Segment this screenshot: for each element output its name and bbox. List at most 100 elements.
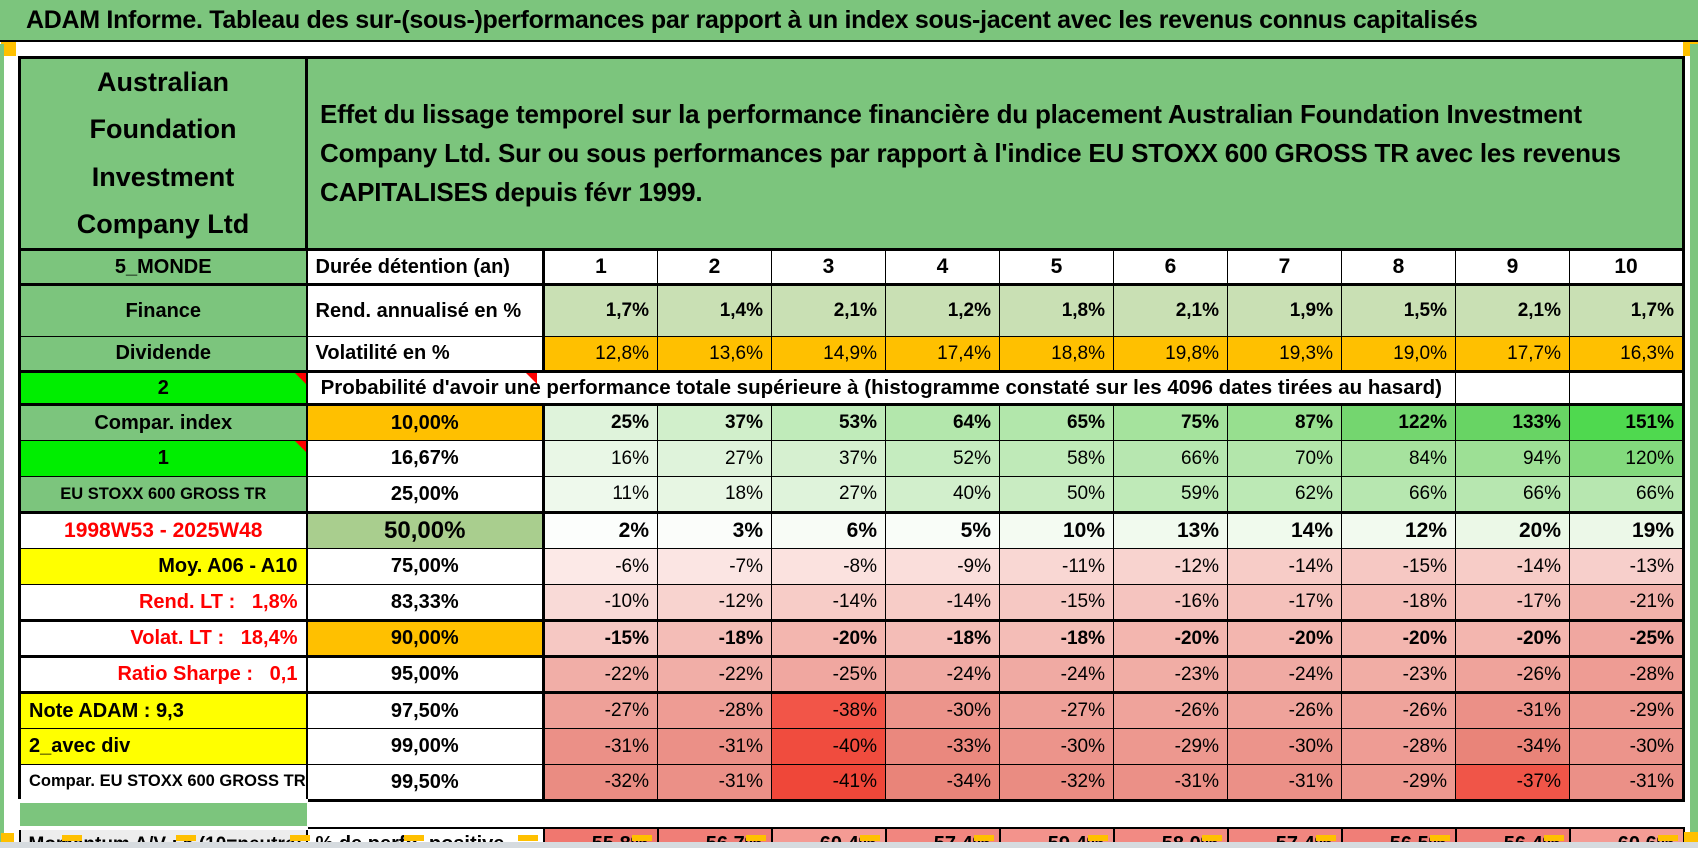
value-cell[interactable]: 66% (1341, 476, 1456, 514)
value-cell[interactable]: 27% (657, 440, 772, 477)
empty-cell[interactable] (1569, 371, 1685, 406)
value-cell[interactable]: -20% (771, 620, 886, 658)
value-cell[interactable]: 14% (1227, 512, 1342, 549)
value-cell[interactable]: -28% (1341, 728, 1456, 765)
value-cell[interactable]: 12,8% (543, 336, 658, 373)
value-cell[interactable]: -30% (1569, 728, 1685, 765)
value-cell[interactable]: 120% (1569, 440, 1685, 477)
value-cell[interactable]: 64% (885, 404, 1000, 441)
row-label-cell[interactable]: Rend. LT : 1,8% (18, 584, 308, 622)
value-cell[interactable]: -25% (771, 656, 886, 694)
value-cell[interactable]: -12% (1113, 548, 1228, 585)
value-cell[interactable]: 2,1% (771, 284, 886, 337)
value-cell[interactable]: 17,4% (885, 336, 1000, 373)
value-cell[interactable]: -32% (999, 764, 1114, 802)
row-label-cell[interactable]: 1 (18, 440, 308, 477)
value-cell[interactable]: 62% (1227, 476, 1342, 514)
value-cell[interactable]: 58% (999, 440, 1114, 477)
row-label-cell[interactable]: 5_MONDE (18, 249, 308, 286)
row-label-cell[interactable]: EU STOXX 600 GROSS TR (18, 476, 308, 514)
value-cell[interactable]: -31% (1455, 692, 1570, 729)
value-cell[interactable]: -17% (1455, 584, 1570, 622)
value-cell[interactable]: -14% (771, 584, 886, 622)
row-b-cell[interactable]: 99,00% (306, 728, 545, 765)
value-cell[interactable]: 1,8% (999, 284, 1114, 337)
value-cell[interactable]: -11% (999, 548, 1114, 585)
value-cell[interactable]: 1,2% (885, 284, 1000, 337)
value-cell[interactable]: 70% (1227, 440, 1342, 477)
value-cell[interactable]: 25% (543, 404, 658, 441)
value-cell[interactable]: 10% (999, 512, 1114, 549)
value-cell[interactable]: -6% (543, 548, 658, 585)
value-cell[interactable]: 12% (1341, 512, 1456, 549)
value-cell[interactable]: 65% (999, 404, 1114, 441)
value-cell[interactable]: 19,3% (1227, 336, 1342, 373)
value-cell[interactable]: -31% (657, 728, 772, 765)
value-cell[interactable]: -31% (1227, 764, 1342, 802)
row-label-cell[interactable]: Note ADAM : 9,3 (18, 692, 308, 729)
value-cell[interactable]: -31% (1113, 764, 1228, 802)
value-cell[interactable]: 13,6% (657, 336, 772, 373)
value-cell[interactable]: 19,8% (1113, 336, 1228, 373)
value-cell[interactable]: -28% (657, 692, 772, 729)
value-cell[interactable]: 1,7% (543, 284, 658, 337)
value-cell[interactable]: -22% (657, 656, 772, 694)
row-label-cell[interactable]: Moy. A06 - A10 (18, 548, 308, 585)
value-cell[interactable]: 7 (1227, 249, 1342, 286)
value-cell[interactable]: -24% (1227, 656, 1342, 694)
value-cell[interactable]: -13% (1569, 548, 1685, 585)
value-cell[interactable]: -10% (543, 584, 658, 622)
value-cell[interactable]: -8% (771, 548, 886, 585)
description-cell[interactable]: Effet du lissage temporel sur la perform… (305, 56, 1685, 251)
value-cell[interactable]: 50% (999, 476, 1114, 514)
value-cell[interactable]: 1,7% (1569, 284, 1685, 337)
value-cell[interactable]: -27% (999, 692, 1114, 729)
value-cell[interactable]: -23% (1113, 656, 1228, 694)
row-label-cell[interactable]: Compar. EU STOXX 600 GROSS TR (18, 764, 308, 802)
value-cell[interactable]: -29% (1113, 728, 1228, 765)
value-cell[interactable]: 122% (1341, 404, 1456, 441)
value-cell[interactable]: -31% (1569, 764, 1685, 802)
row-b-cell[interactable]: 90,00% (306, 620, 545, 658)
row-b-cell[interactable]: 95,00% (306, 656, 545, 694)
value-cell[interactable]: 40% (885, 476, 1000, 514)
value-cell[interactable]: -20% (1341, 620, 1456, 658)
value-cell[interactable]: 14,9% (771, 336, 886, 373)
value-cell[interactable]: 59% (1113, 476, 1228, 514)
row-label-cell[interactable]: Compar. index (18, 404, 308, 441)
value-cell[interactable]: 133% (1455, 404, 1570, 441)
value-cell[interactable]: -15% (1341, 548, 1456, 585)
value-cell[interactable]: 2,1% (1455, 284, 1570, 337)
row-b-cell[interactable]: Rend. annualisé en % (306, 284, 545, 337)
value-cell[interactable]: -30% (999, 728, 1114, 765)
value-cell[interactable]: 4 (885, 249, 1000, 286)
value-cell[interactable]: 1,5% (1341, 284, 1456, 337)
row-b-cell[interactable]: 75,00% (306, 548, 545, 585)
row-label-cell[interactable]: 2_avec div (18, 728, 308, 765)
value-cell[interactable]: 53% (771, 404, 886, 441)
value-cell[interactable]: 19,0% (1341, 336, 1456, 373)
value-cell[interactable]: -41% (771, 764, 886, 802)
value-cell[interactable]: 5% (885, 512, 1000, 549)
value-cell[interactable]: 66% (1569, 476, 1685, 514)
value-cell[interactable]: -23% (1341, 656, 1456, 694)
company-cell[interactable]: Australian Foundation Investment Company… (18, 56, 308, 251)
value-cell[interactable]: 11% (543, 476, 658, 514)
row-label-cell[interactable]: Volat. LT : 18,4% (18, 620, 308, 658)
value-cell[interactable]: -26% (1227, 692, 1342, 729)
value-cell[interactable]: -26% (1455, 656, 1570, 694)
value-cell[interactable]: -30% (1227, 728, 1342, 765)
value-cell[interactable]: 16,3% (1569, 336, 1685, 373)
value-cell[interactable]: -7% (657, 548, 772, 585)
value-cell[interactable]: 52% (885, 440, 1000, 477)
value-cell[interactable]: 37% (657, 404, 772, 441)
value-cell[interactable]: -15% (543, 620, 658, 658)
row-label-cell[interactable]: Finance (18, 284, 308, 337)
value-cell[interactable]: -25% (1569, 620, 1685, 658)
row-label-cell[interactable]: 2 (18, 371, 308, 406)
value-cell[interactable]: 151% (1569, 404, 1685, 441)
value-cell[interactable]: -34% (1455, 728, 1570, 765)
value-cell[interactable]: -20% (1113, 620, 1228, 658)
value-cell[interactable]: 2% (543, 512, 658, 549)
value-cell[interactable]: -18% (1341, 584, 1456, 622)
